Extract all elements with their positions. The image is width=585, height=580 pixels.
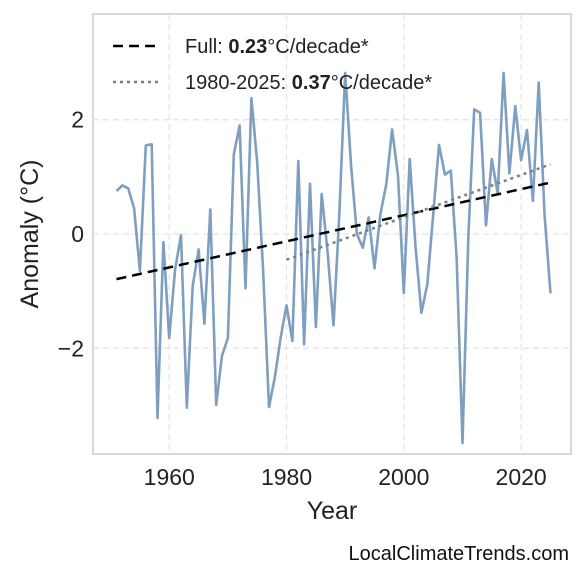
y-axis-title: Anomaly (°C) [16,160,44,309]
y-axis-ticks: −2 0 2 [58,107,84,362]
data-series [115,71,552,445]
legend-label: Full: 0.23°C/decade* [185,36,369,58]
recent-trend-line [286,163,551,261]
trend-lines [116,163,551,281]
y-tick-label: −2 [58,335,84,361]
anomaly-line [115,71,552,445]
x-tick-label: 2000 [378,464,429,490]
y-tick-label: 0 [71,221,84,247]
gridlines [93,14,571,454]
x-tick-label: 1960 [144,464,195,490]
x-tick-label: 2020 [496,464,547,490]
full-trend-line [116,181,551,281]
y-tick-label: 2 [71,107,84,133]
legend: Full: 0.23°C/decade* 1980-2025: 0.37°C/de… [113,36,432,94]
x-axis-ticks: 1960 1980 2000 2020 [144,464,547,490]
plot-background [92,13,572,455]
x-tick-label: 1980 [261,464,312,490]
x-axis-title: Year [307,497,358,525]
legend-label: 1980-2025: 0.37°C/decade* [185,72,432,94]
credit-text: LocalClimateTrends.com [349,543,569,565]
